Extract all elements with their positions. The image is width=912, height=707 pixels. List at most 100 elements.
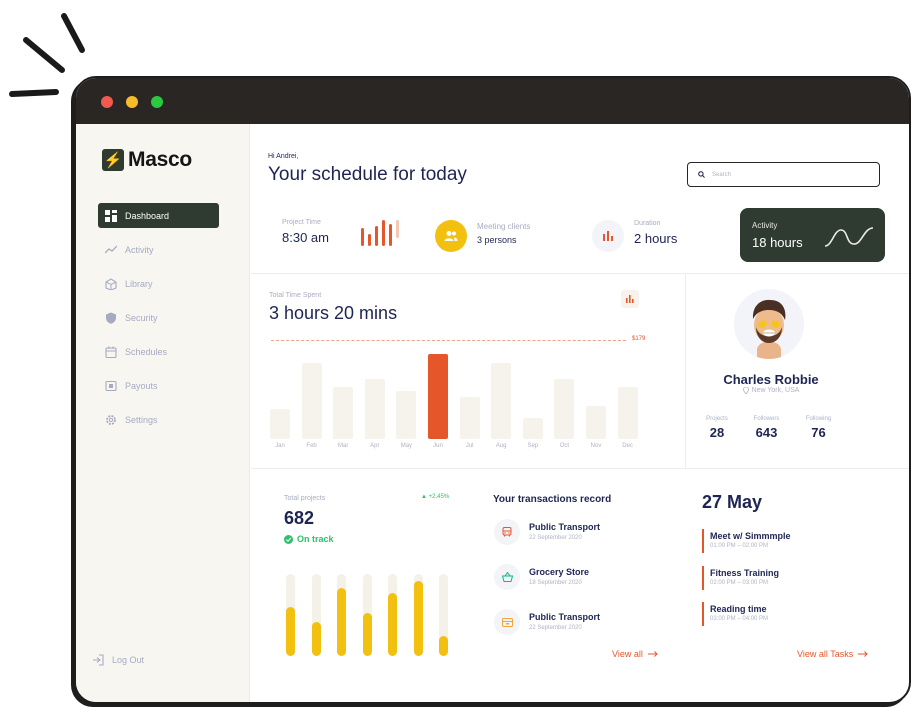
task-title: Fitness Training	[710, 568, 780, 578]
transaction-icon	[494, 609, 520, 635]
task-title: Reading time	[710, 604, 767, 614]
sidebar-item-schedules[interactable]: Schedules	[98, 339, 219, 364]
window-maximize-button[interactable]	[151, 96, 163, 108]
profile-stat-value: 643	[755, 425, 778, 440]
sidebar-item-label: Library	[125, 278, 153, 289]
time-spent-label: Total Time Spent	[269, 292, 322, 299]
app-window: ⚡ Masco Dashboard Activity Library Secur…	[74, 76, 911, 704]
shield-icon	[106, 312, 116, 324]
task-time: 01:00 PM – 02:00 PM	[710, 543, 769, 549]
chart-bar-jan[interactable]	[270, 408, 290, 439]
profile-location-text: New York, USA	[751, 387, 800, 394]
calendar-icon	[105, 346, 117, 358]
projects-change: ▲ +2.45%	[421, 494, 450, 500]
search-icon	[698, 171, 705, 178]
sidebar-item-library[interactable]: Library	[98, 271, 219, 296]
check-circle-icon	[284, 534, 293, 544]
progress-fill	[362, 613, 372, 656]
chart-bar-mar[interactable]	[333, 386, 354, 439]
view-all-tasks-label: View all Tasks	[797, 649, 854, 659]
progress-fill	[413, 580, 423, 656]
chart-bar-dec[interactable]	[617, 386, 638, 439]
progress-fill	[311, 621, 321, 656]
transaction-title: Public Transport	[529, 522, 601, 532]
sidebar-item-settings[interactable]: Settings	[98, 407, 219, 432]
profile-location: New York, USA	[671, 387, 871, 394]
meeting-icon	[435, 220, 467, 252]
time-spent-chart: $179 Jan Feb Mar Apr May Jun Jul Aug Sep Oct Nov De…	[251, 329, 671, 449]
library-icon	[105, 277, 117, 290]
bars-icon	[626, 295, 634, 303]
projects-label: Total projects	[284, 495, 326, 502]
sidebar-item-label: Schedules	[125, 346, 168, 357]
stat-label: Meeting clients	[477, 222, 531, 231]
stat-value: 3 persons	[477, 235, 517, 245]
project-time-stat: Project Time 8:30 am	[282, 219, 329, 245]
sidebar-item-payouts[interactable]: Payouts	[98, 373, 219, 398]
chart-bar-may[interactable]	[396, 390, 417, 439]
transaction-icon	[494, 564, 520, 590]
logo-bolt-icon: ⚡	[102, 149, 124, 171]
projects-progress-bars	[286, 574, 456, 656]
sidebar-item-label: Activity	[125, 244, 154, 255]
memoji-avatar-icon	[752, 299, 786, 359]
divider	[251, 273, 909, 274]
window-minimize-button[interactable]	[126, 96, 138, 108]
chart-tick-label: Sep	[527, 443, 539, 449]
window-close-button[interactable]	[101, 96, 113, 108]
chart-bar-nov[interactable]	[586, 405, 606, 439]
chart-type-button[interactable]	[621, 290, 639, 308]
divider	[685, 274, 686, 468]
chart-tick-label: May	[400, 443, 413, 449]
profile-name: Charles Robbie	[723, 372, 819, 387]
sidebar-item-dashboard[interactable]: Dashboard	[98, 203, 219, 228]
transactions-title: Your transactions record	[493, 494, 612, 505]
app-logo[interactable]: ⚡ Masco	[102, 148, 192, 172]
chart-tick-label: Jun	[433, 443, 443, 449]
view-all-transactions-link[interactable]: View all	[612, 649, 658, 659]
avatar[interactable]	[734, 289, 804, 359]
chart-bar-jul[interactable]	[459, 397, 480, 439]
sidebar-item-activity[interactable]: Activity	[98, 237, 219, 262]
profile-stat-value: 76	[811, 425, 826, 440]
projects-status: On track	[284, 534, 334, 544]
activity-icon	[105, 245, 117, 253]
bars-icon	[603, 231, 613, 241]
chart-tick-label: Nov	[590, 443, 602, 449]
chart-bar-feb[interactable]	[301, 363, 322, 439]
search-placeholder: Search	[712, 171, 732, 178]
activity-value: 18 hours	[752, 235, 803, 250]
project-time-bars-icon	[361, 220, 399, 246]
profile-stat-followers: Followers 643	[749, 416, 784, 440]
chart-tick-label: Oct	[559, 443, 570, 449]
transaction-date: 22 September 2020	[529, 535, 582, 541]
view-all-tasks-link[interactable]: View all Tasks	[797, 649, 868, 659]
chart-bar-apr[interactable]	[364, 379, 385, 439]
sidebar-item-label: Dashboard	[125, 210, 170, 221]
transaction-date: 22 September 2020	[529, 625, 582, 631]
target-label: $179	[632, 336, 646, 342]
payouts-icon	[105, 380, 117, 391]
chart-bar-sep[interactable]	[522, 418, 543, 439]
sidebar-item-security[interactable]: Security	[98, 305, 219, 330]
location-pin-icon	[742, 387, 749, 394]
progress-track	[439, 574, 448, 656]
view-all-label: View all	[612, 649, 643, 659]
bus-icon	[502, 527, 512, 537]
duration-icon	[592, 220, 624, 252]
profile-stat-following: Following 76	[801, 416, 836, 440]
chart-bar-aug[interactable]	[491, 363, 512, 439]
logout-label: Log Out	[112, 655, 145, 665]
activity-card[interactable]: Activity 18 hours	[740, 208, 885, 262]
profile-stat-value: 28	[709, 425, 725, 440]
stat-label: Duration	[634, 220, 661, 227]
logout-button[interactable]: Log Out	[92, 654, 144, 666]
tasks-date: 27 May	[702, 492, 763, 512]
dashboard-icon	[105, 209, 117, 222]
chart-bar-jun[interactable]	[428, 353, 448, 439]
activity-label: Activity	[752, 221, 778, 230]
search-input[interactable]: Search	[687, 162, 880, 187]
window-titlebar	[76, 78, 909, 124]
chart-bar-oct[interactable]	[554, 379, 575, 439]
profile-stat-label: Following	[805, 416, 832, 422]
